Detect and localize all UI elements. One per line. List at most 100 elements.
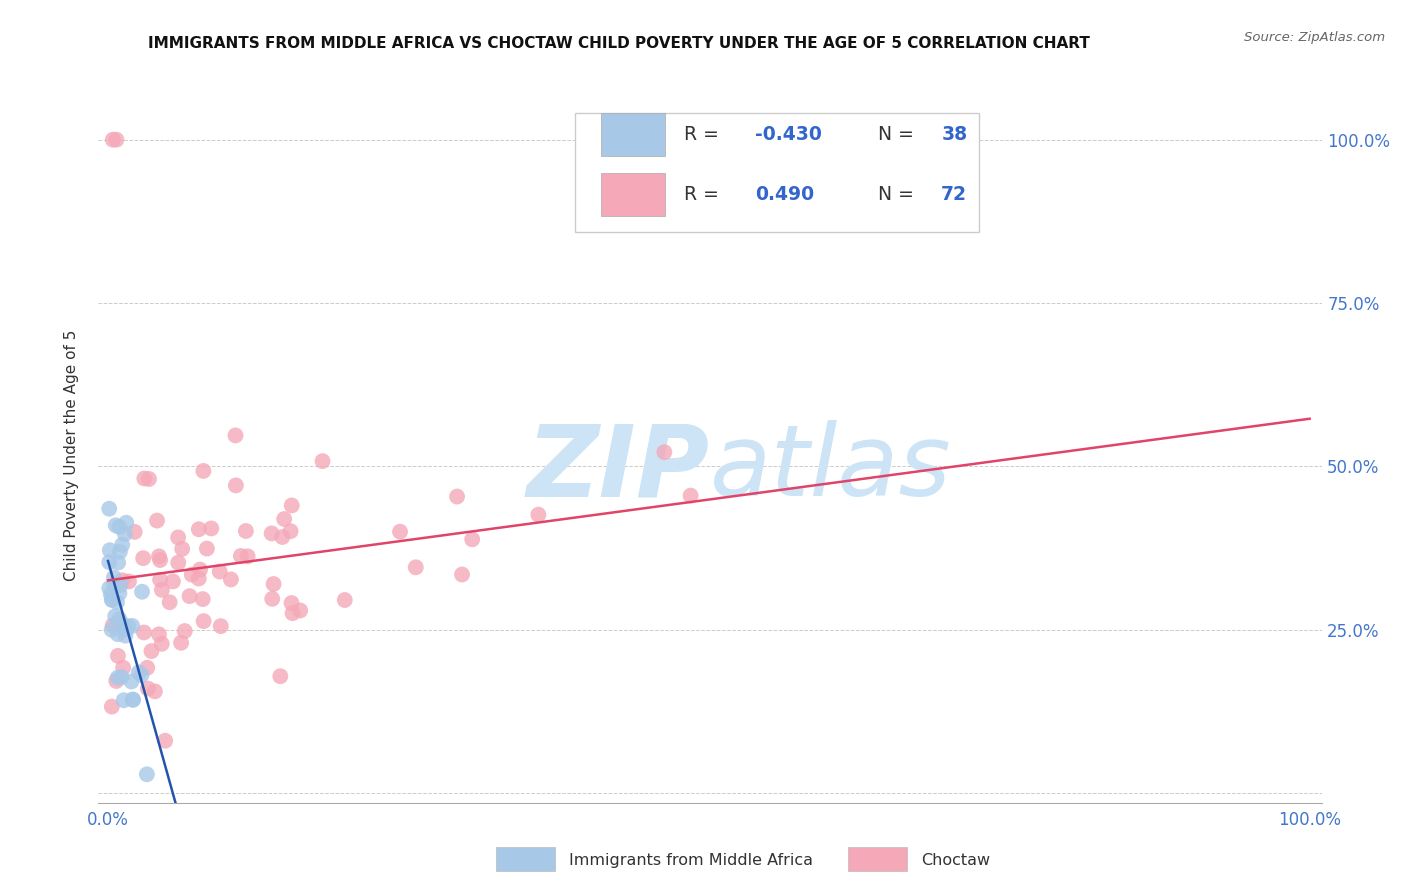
- Point: [114, 527, 136, 541]
- Point: [103, 570, 125, 584]
- Point: [138, 472, 160, 486]
- Point: [209, 619, 232, 633]
- Point: [131, 668, 153, 682]
- Point: [118, 574, 141, 589]
- Point: [101, 618, 124, 632]
- Point: [679, 489, 702, 503]
- Point: [120, 674, 142, 689]
- Point: [112, 618, 135, 632]
- Point: [149, 573, 172, 587]
- Point: [280, 499, 302, 513]
- Point: [179, 589, 201, 603]
- Point: [311, 454, 333, 468]
- Text: Choctaw: Choctaw: [921, 854, 990, 868]
- Point: [98, 581, 121, 595]
- Text: 38: 38: [941, 126, 967, 145]
- Point: [167, 556, 190, 570]
- Point: [288, 603, 311, 617]
- Point: [98, 555, 121, 569]
- Point: [405, 560, 427, 574]
- Point: [451, 567, 474, 582]
- Point: [208, 565, 231, 579]
- Point: [333, 593, 356, 607]
- Point: [187, 522, 209, 536]
- Point: [180, 567, 202, 582]
- Point: [103, 577, 125, 591]
- Point: [225, 478, 247, 492]
- Point: [262, 591, 284, 606]
- Text: R =: R =: [685, 126, 725, 145]
- Point: [124, 524, 146, 539]
- Point: [112, 661, 135, 675]
- Text: N =: N =: [877, 126, 920, 145]
- Point: [225, 428, 247, 442]
- Text: R =: R =: [685, 186, 731, 204]
- Point: [107, 671, 129, 685]
- Text: ZIP: ZIP: [527, 420, 710, 517]
- Point: [131, 584, 153, 599]
- Point: [148, 549, 170, 564]
- Point: [101, 699, 124, 714]
- Point: [108, 545, 131, 559]
- Point: [159, 595, 181, 609]
- Point: [146, 514, 169, 528]
- Point: [121, 619, 143, 633]
- FancyBboxPatch shape: [602, 113, 665, 156]
- Point: [98, 543, 121, 558]
- Text: -0.430: -0.430: [755, 126, 823, 145]
- Point: [141, 644, 163, 658]
- Point: [281, 606, 304, 620]
- Point: [527, 508, 550, 522]
- Point: [446, 490, 468, 504]
- Point: [132, 625, 155, 640]
- Point: [193, 464, 215, 478]
- Point: [132, 551, 155, 566]
- Point: [273, 512, 295, 526]
- Point: [107, 627, 129, 641]
- Point: [114, 623, 136, 637]
- Point: [188, 563, 211, 577]
- Point: [110, 670, 132, 684]
- Point: [105, 673, 128, 688]
- Point: [229, 549, 252, 563]
- Point: [150, 582, 173, 597]
- Point: [167, 530, 190, 544]
- Point: [260, 526, 283, 541]
- Point: [122, 693, 145, 707]
- Point: [100, 623, 122, 637]
- Text: N =: N =: [877, 186, 920, 204]
- Point: [135, 767, 157, 781]
- Point: [115, 516, 138, 530]
- Point: [271, 530, 294, 544]
- Point: [104, 518, 127, 533]
- Text: atlas: atlas: [710, 420, 952, 517]
- FancyBboxPatch shape: [575, 112, 979, 232]
- Y-axis label: Child Poverty Under the Age of 5: Child Poverty Under the Age of 5: [65, 329, 79, 581]
- Point: [108, 612, 131, 626]
- Point: [111, 538, 134, 552]
- Point: [461, 533, 484, 547]
- Point: [136, 681, 159, 696]
- Point: [219, 573, 242, 587]
- Point: [112, 693, 135, 707]
- Point: [148, 627, 170, 641]
- Point: [107, 648, 129, 663]
- Point: [143, 684, 166, 698]
- Point: [280, 524, 302, 539]
- Point: [193, 614, 215, 628]
- Point: [101, 133, 124, 147]
- Text: Immigrants from Middle Africa: Immigrants from Middle Africa: [569, 854, 814, 868]
- Point: [98, 501, 121, 516]
- Point: [110, 578, 132, 592]
- Point: [108, 586, 131, 600]
- Text: 0.490: 0.490: [755, 186, 814, 204]
- Point: [170, 636, 193, 650]
- FancyBboxPatch shape: [602, 173, 665, 216]
- Point: [100, 588, 122, 602]
- Point: [280, 596, 302, 610]
- Point: [104, 609, 127, 624]
- Point: [121, 692, 143, 706]
- Point: [105, 133, 128, 147]
- Point: [191, 592, 214, 607]
- Point: [389, 524, 412, 539]
